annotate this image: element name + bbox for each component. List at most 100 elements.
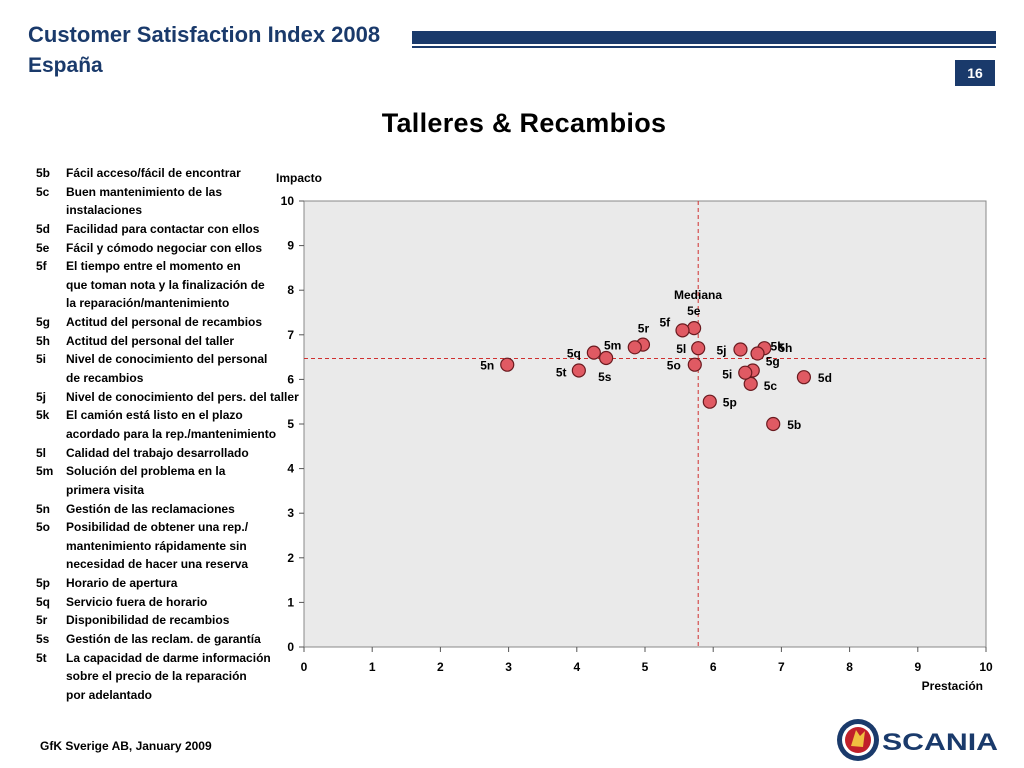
x-tick-label: 6	[710, 660, 717, 674]
point-label: 5p	[723, 396, 737, 410]
legend-row: de recambios	[36, 369, 306, 388]
legend-code: 5o	[36, 520, 51, 535]
median-lines	[304, 201, 986, 647]
x-tick-label: 2	[437, 660, 444, 674]
data-point	[743, 376, 758, 391]
page-number: 16	[955, 60, 995, 86]
footer-source: GfK Sverige AB, January 2009	[40, 739, 212, 753]
chart-title: Talleres & Recambios	[381, 108, 667, 138]
legend-row: 5g Actitud del personal de recambios	[36, 313, 306, 332]
data-point	[500, 357, 515, 372]
legend-row: 5e Fácil y cómodo negociar con ellos	[36, 239, 306, 258]
legend-code: 5c	[36, 184, 50, 199]
legend-text: mantenimiento rápidamente sin	[66, 538, 247, 553]
y-tick-label: 9	[287, 239, 294, 253]
legend-code: 5f	[36, 259, 47, 274]
legend-text: necesidad de hacer una reserva	[66, 557, 249, 572]
legend-text: Nivel de conocimiento del personal	[66, 352, 268, 367]
legend-row: necesidad de hacer una reserva	[36, 555, 306, 574]
data-point	[586, 345, 601, 360]
data-point	[687, 357, 702, 372]
legend-code: 5s	[36, 632, 50, 647]
point-label: 5e	[687, 304, 701, 318]
point-label: 5i	[722, 368, 732, 382]
y-tick-label: 8	[287, 283, 294, 297]
legend-row: instalaciones	[36, 201, 306, 220]
legend-text: Gestión de las reclamaciones	[66, 501, 235, 516]
plot-area	[303, 200, 987, 648]
scania-logo: SCANIA	[837, 719, 998, 761]
legend-code: 5l	[36, 445, 47, 460]
legend-text: de recambios	[66, 371, 144, 386]
legend-row: que toman nota y la finalización de	[36, 276, 306, 295]
legend-row: 5i Nivel de conocimiento del personal	[36, 350, 306, 369]
legend-text: El tiempo entre el momento en	[66, 259, 241, 274]
legend-row: 5l Calidad del trabajo desarrollado	[36, 444, 306, 463]
legend-row: 5r Disponibilidad de recambios	[36, 611, 306, 630]
legend-row: acordado para la rep./mantenimiento	[36, 425, 306, 444]
legend-text: Servicio fuera de horario	[66, 594, 208, 609]
x-axis-label: Prestación	[922, 679, 983, 693]
data-point	[796, 370, 812, 385]
data-point	[691, 341, 706, 356]
point-label: 5l	[676, 342, 686, 356]
data-point	[766, 416, 781, 432]
legend-row: mantenimiento rápidamente sin	[36, 537, 306, 556]
x-tick-label: 10	[979, 660, 993, 674]
point-label: 5t	[556, 365, 567, 379]
legend-row: 5h Actitud del personal del taller	[36, 332, 306, 351]
legend-text: Nivel de conocimiento del pers. del tall…	[66, 389, 299, 404]
legend-code: 5n	[36, 501, 51, 516]
legend-row: primera visita	[36, 481, 306, 500]
y-tick-label: 1	[287, 595, 294, 609]
point-label: 5h	[778, 341, 792, 355]
y-tick-label: 7	[287, 328, 294, 342]
y-tick-label: 5	[287, 417, 294, 431]
legend-row: la reparación/mantenimiento	[36, 294, 306, 313]
data-point	[750, 346, 765, 361]
legend-text: Posibilidad de obtener una rep./	[66, 520, 249, 535]
point-label: 5g	[766, 354, 780, 368]
legend-text: Actitud del personal del taller	[66, 333, 235, 348]
y-tick-label: 0	[287, 640, 294, 654]
point-label: 5o	[667, 359, 681, 373]
median-label: Mediana	[674, 288, 722, 302]
legend-text: Disponibilidad de recambios	[66, 613, 230, 628]
x-tick-label: 9	[914, 660, 921, 674]
legend-code: 5k	[36, 408, 50, 423]
y-tick-label: 6	[287, 372, 294, 386]
legend-row: sobre el precio de la reparación	[36, 667, 306, 686]
legend-row: 5c Buen mantenimiento de las	[36, 183, 306, 202]
legend-row: 5d Facilidad para contactar con ellos	[36, 220, 306, 239]
header-bar	[412, 31, 996, 44]
y-axis-label: Impacto	[276, 171, 322, 185]
legend-text: Horario de apertura	[66, 576, 178, 591]
legend-row: por adelantado	[36, 686, 306, 705]
legend-row: 5o Posibilidad de obtener una rep./	[36, 518, 306, 537]
y-tick-label: 3	[287, 506, 294, 520]
legend-text: que toman nota y la finalización de	[66, 277, 265, 292]
x-tick-label: 0	[301, 660, 308, 674]
legend-text: Solución del problema en la	[66, 464, 226, 479]
legend-code: 5b	[36, 166, 51, 180]
data-point	[675, 323, 690, 338]
legend-row: 5b Fácil acceso/fácil de encontrar	[36, 164, 306, 183]
x-tick-label: 4	[573, 660, 580, 674]
legend-code: 5q	[36, 594, 51, 609]
legend-row: 5q Servicio fuera de horario	[36, 593, 306, 612]
point-label: 5n	[480, 359, 494, 373]
legend-code: 5i	[36, 352, 47, 367]
legend-text: Fácil acceso/fácil de encontrar	[66, 166, 241, 180]
data-point	[733, 342, 748, 357]
legend-row: 5m Solución del problema en la	[36, 462, 306, 481]
y-tick-label: 10	[281, 194, 295, 208]
legend-text: Calidad del trabajo desarrollado	[66, 445, 249, 460]
report-title: Customer Satisfaction Index 2008	[28, 22, 381, 47]
point-label: 5k	[771, 340, 785, 354]
legend-row: 5k El camión está listo en el plazo	[36, 406, 306, 425]
x-tick-label: 8	[846, 660, 853, 674]
point-label: 5s	[598, 370, 612, 384]
data-point	[627, 340, 642, 355]
legend-code: 5h	[36, 333, 51, 348]
